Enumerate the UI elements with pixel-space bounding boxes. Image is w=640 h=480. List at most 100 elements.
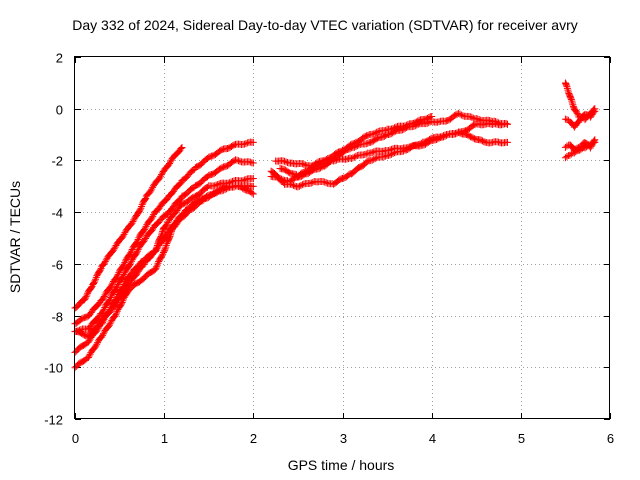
- data-point: [128, 245, 136, 253]
- data-point: [315, 161, 323, 169]
- data-point: [161, 233, 169, 241]
- data-point: [87, 284, 95, 292]
- data-point: [149, 212, 157, 220]
- data-point: [159, 250, 167, 258]
- data-point: [152, 264, 160, 272]
- data-point: [587, 112, 595, 120]
- data-point: [502, 120, 510, 128]
- data-point: [410, 122, 418, 130]
- data-point: [125, 280, 133, 288]
- data-point: [98, 333, 106, 341]
- data-point: [113, 282, 121, 290]
- data-point: [112, 285, 120, 293]
- data-point: [100, 293, 108, 301]
- data-point: [137, 204, 145, 212]
- data-point: [126, 260, 134, 268]
- data-point: [119, 272, 127, 280]
- data-point: [113, 309, 121, 317]
- data-point: [211, 182, 219, 190]
- x-tick-label: 1: [161, 431, 168, 446]
- data-point: [150, 211, 158, 219]
- data-point: [113, 307, 121, 315]
- data-point: [371, 129, 379, 137]
- data-point: [92, 342, 100, 350]
- data-point: [112, 300, 120, 308]
- x-tick-label: 5: [518, 431, 525, 446]
- series-track-8: [561, 136, 599, 162]
- data-point: [111, 243, 119, 251]
- data-point: [134, 267, 142, 275]
- data-point: [404, 144, 412, 152]
- data-point: [158, 252, 166, 260]
- data-point: [119, 273, 127, 281]
- data-point: [425, 119, 433, 127]
- data-point: [99, 331, 107, 339]
- data-point: [350, 153, 358, 161]
- data-point: [468, 113, 476, 121]
- data-point: [92, 273, 100, 281]
- data-point: [166, 158, 174, 166]
- x-tick-label: 0: [72, 431, 79, 446]
- data-point: [312, 162, 320, 170]
- data-point: [129, 218, 137, 226]
- data-point: [141, 224, 149, 232]
- data-point: [333, 156, 341, 164]
- data-point: [113, 284, 121, 292]
- data-point: [138, 201, 146, 209]
- data-point: [454, 109, 462, 117]
- data-point: [503, 138, 511, 146]
- data-point: [288, 159, 296, 167]
- data-point: [324, 159, 332, 167]
- data-point: [141, 236, 149, 244]
- data-point: [146, 188, 154, 196]
- data-point: [153, 263, 161, 271]
- data-point: [119, 232, 127, 240]
- data-point: [108, 281, 116, 289]
- data-point: [353, 142, 361, 150]
- data-point: [321, 178, 329, 186]
- data-point: [281, 157, 289, 165]
- data-point: [316, 160, 324, 168]
- data-point: [102, 256, 110, 264]
- data-point: [295, 182, 303, 190]
- data-point: [113, 299, 121, 307]
- data-point: [135, 234, 143, 242]
- data-point: [298, 181, 306, 189]
- data-point: [109, 279, 117, 287]
- data-point: [121, 259, 129, 267]
- data-point: [152, 246, 160, 254]
- data-point: [161, 246, 169, 254]
- data-point: [158, 231, 166, 239]
- data-point: [587, 142, 595, 150]
- data-point: [147, 187, 155, 195]
- data-point: [148, 214, 156, 222]
- x-tick-label: 2: [250, 431, 257, 446]
- data-point: [119, 289, 127, 297]
- data-point: [242, 140, 250, 148]
- data-point: [373, 128, 381, 136]
- data-point: [350, 143, 358, 151]
- data-point: [100, 259, 108, 267]
- data-point: [158, 229, 166, 237]
- data-point: [83, 291, 91, 299]
- data-point: [127, 247, 135, 255]
- data-point: [589, 109, 597, 117]
- data-point: [133, 269, 141, 277]
- data-point: [106, 320, 114, 328]
- data-point: [162, 222, 170, 230]
- data-point: [178, 144, 186, 151]
- data-point: [81, 294, 89, 302]
- data-point: [249, 190, 257, 198]
- axis-ticks: 0 1 2 3 4 5 6 -12 -10 -8 -6 -4 -2 0 2: [44, 51, 614, 447]
- y-tick-label: -10: [44, 361, 63, 376]
- data-point: [289, 181, 297, 189]
- data-point: [148, 185, 156, 193]
- data-point: [114, 280, 122, 288]
- data-point: [355, 141, 363, 149]
- data-point: [288, 181, 296, 189]
- data-point: [435, 134, 443, 142]
- x-axis-label: GPS time / hours: [288, 457, 395, 473]
- data-point: [423, 119, 431, 127]
- data-point: [367, 149, 375, 157]
- data-point: [98, 308, 106, 316]
